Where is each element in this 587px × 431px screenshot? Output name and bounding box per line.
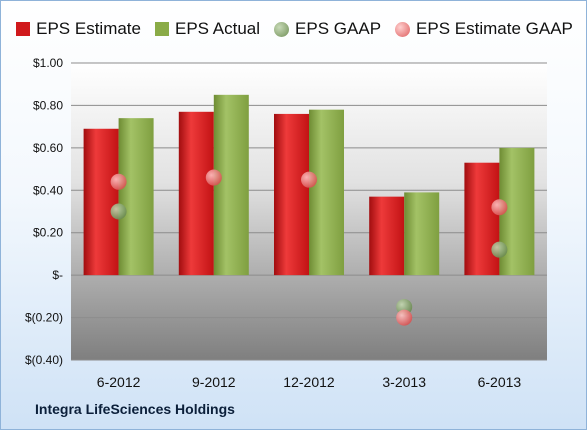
company-name: Integra LifeSciences Holdings — [35, 401, 235, 417]
x-tick-label: 12-2012 — [283, 374, 335, 390]
y-tick-label: $(0.20) — [25, 311, 63, 325]
point-eps-gaap — [491, 241, 508, 258]
x-tick-label: 6-2013 — [478, 374, 522, 390]
point-eps-estimate-gaap — [396, 309, 413, 326]
point-eps-estimate-gaap — [110, 173, 127, 190]
legend-label-eps-actual: EPS Actual — [174, 19, 261, 38]
legend-dot-eps-gaap — [274, 21, 290, 37]
y-tick-label: $0.60 — [33, 141, 63, 155]
y-tick-label: $0.80 — [33, 98, 63, 112]
bar-eps-actual — [404, 192, 440, 276]
point-eps-estimate-gaap — [205, 169, 222, 186]
x-tick-label: 9-2012 — [192, 374, 236, 390]
legend-label-eps-gaap: EPS GAAP — [295, 19, 382, 38]
y-tick-label: $0.40 — [33, 183, 63, 197]
point-eps-estimate-gaap — [491, 199, 508, 216]
point-eps-gaap — [110, 203, 127, 220]
bar-eps-actual — [309, 109, 344, 276]
legend: EPS Estimate EPS Actual EPS GAAP EPS Est… — [1, 15, 587, 43]
legend-swatch-eps-estimate — [16, 22, 31, 36]
y-tick-label: $(0.40) — [25, 353, 63, 367]
point-eps-estimate-gaap — [301, 171, 317, 188]
x-tick-label: 3-2013 — [382, 374, 426, 390]
bar-eps-estimate — [369, 196, 405, 276]
legend-item-eps-estimate: EPS Estimate — [16, 15, 141, 43]
bar-eps-estimate — [83, 128, 119, 276]
legend-dot-eps-estimate-gaap — [395, 21, 411, 37]
legend-label-eps-estimate: EPS Estimate — [36, 19, 141, 38]
bar-eps-estimate — [178, 111, 214, 276]
bar-eps-estimate — [464, 162, 500, 276]
bar-eps-actual — [213, 94, 249, 276]
y-tick-label: $1.00 — [33, 56, 63, 70]
x-tick-label: 6-2012 — [97, 374, 141, 390]
y-tick-label: $- — [52, 268, 63, 282]
legend-label-eps-estimate-gaap: EPS Estimate GAAP — [416, 19, 573, 38]
legend-swatch-eps-actual — [154, 22, 169, 36]
bar-eps-estimate — [274, 113, 309, 276]
bar-eps-actual — [118, 118, 154, 276]
legend-item-eps-actual: EPS Actual — [154, 15, 261, 43]
legend-item-eps-estimate-gaap: EPS Estimate GAAP — [395, 15, 573, 43]
legend-item-eps-gaap: EPS GAAP — [274, 15, 381, 43]
y-tick-label: $0.20 — [33, 226, 63, 240]
